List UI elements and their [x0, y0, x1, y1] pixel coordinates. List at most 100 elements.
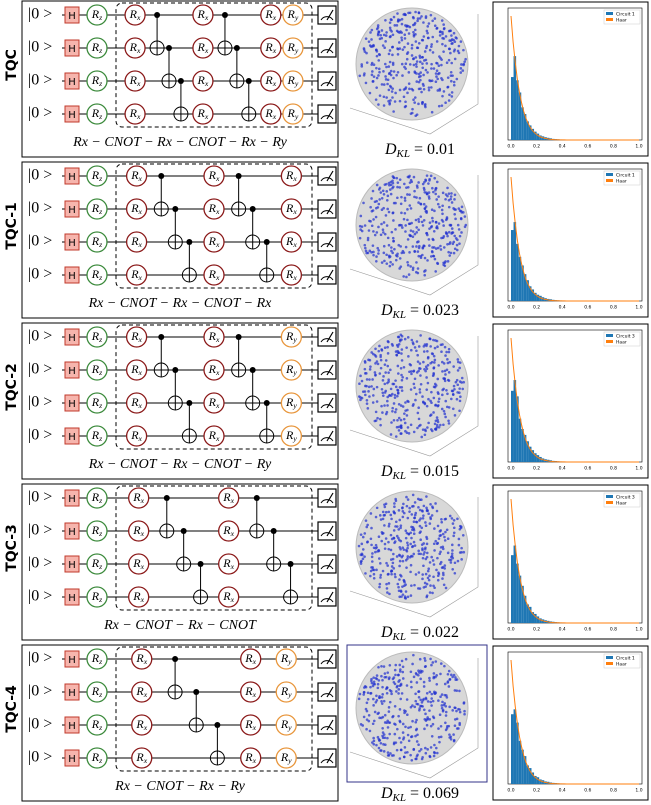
sample-point — [442, 423, 445, 427]
sample-point — [389, 18, 393, 21]
sample-point — [391, 561, 395, 565]
sample-point — [429, 345, 432, 348]
sample-point — [423, 190, 427, 194]
rotation-gate — [280, 264, 303, 286]
sample-point — [429, 502, 432, 506]
sample-point — [391, 63, 395, 66]
sample-point — [449, 197, 452, 201]
gate-label: Ry — [285, 362, 297, 377]
sample-point — [414, 218, 418, 222]
subscript: x — [140, 496, 145, 505]
sample-point — [441, 236, 445, 240]
x-tick-label: 0.6 — [584, 788, 591, 794]
sample-point — [377, 711, 380, 715]
sample-point — [456, 391, 459, 394]
sample-point — [398, 47, 402, 50]
sample-point — [416, 411, 420, 415]
sample-point — [372, 63, 376, 67]
sample-point — [388, 721, 392, 724]
sample-point — [421, 548, 424, 552]
histogram-bar — [536, 294, 540, 301]
subscript: z — [98, 240, 102, 249]
histogram-bar — [528, 768, 532, 784]
sample-point — [431, 216, 434, 220]
sample-point — [388, 49, 392, 52]
sample-point — [447, 29, 451, 33]
sample-point — [458, 234, 462, 238]
sample-point — [407, 11, 410, 15]
sample-point — [426, 426, 429, 429]
sample-point — [444, 704, 448, 708]
ket: |0 > — [28, 233, 52, 250]
symbol: R — [91, 40, 100, 54]
histogram-bar — [526, 765, 529, 784]
sample-point — [386, 726, 390, 729]
sample-point — [410, 221, 413, 225]
sample-point — [442, 23, 445, 26]
sample-point — [359, 214, 363, 218]
sample-point — [450, 79, 453, 83]
rotation-gate — [282, 70, 304, 92]
sample-point — [427, 512, 430, 516]
sample-point — [374, 546, 377, 550]
sample-point — [419, 78, 422, 82]
x-tick-label: 0.4 — [559, 788, 566, 794]
sample-point — [390, 569, 394, 573]
sample-point — [393, 502, 396, 505]
sample-point — [440, 704, 444, 707]
sample-point — [429, 13, 433, 17]
sample-point — [380, 664, 383, 668]
sample-point — [450, 517, 454, 520]
sample-point — [444, 530, 447, 534]
circuit-box — [21, 161, 339, 319]
sample-point — [391, 45, 395, 49]
sample-point — [419, 87, 422, 90]
sample-point — [446, 551, 450, 555]
symbol: R — [287, 7, 296, 21]
symbol: R — [135, 684, 144, 698]
histogram-bar — [511, 230, 514, 301]
sample-point — [419, 256, 423, 259]
sample-point — [451, 567, 455, 571]
axis-frame — [349, 497, 479, 618]
symbol: R — [91, 651, 100, 665]
sample-point — [447, 371, 451, 374]
sample-point — [447, 250, 450, 254]
sample-point — [418, 388, 422, 391]
sample-point — [392, 402, 396, 405]
sample-point — [406, 595, 410, 599]
meter-arc — [320, 726, 334, 731]
sample-point — [401, 375, 404, 379]
sample-point — [406, 750, 409, 754]
gate-label: Rx — [285, 168, 297, 183]
sample-point — [380, 222, 383, 226]
ket: |0 > — [28, 588, 52, 605]
histogram-bar — [521, 585, 524, 623]
histogram-bar — [536, 777, 540, 784]
sample-point — [389, 99, 392, 102]
sample-point — [418, 196, 422, 200]
histogram-bar — [513, 222, 517, 301]
sample-point — [433, 209, 436, 213]
sample-point — [433, 257, 437, 261]
sample-point — [383, 547, 387, 550]
sample-point — [409, 207, 413, 210]
subscript: x — [140, 529, 145, 538]
sample-point — [440, 706, 444, 710]
sample-point — [429, 517, 433, 521]
rotation-gate — [218, 520, 240, 542]
sample-point — [366, 407, 370, 410]
sample-point — [396, 70, 400, 74]
gate-label: Rx — [130, 267, 142, 282]
sample-point — [389, 548, 393, 552]
sample-point — [439, 695, 442, 699]
histogram-bar — [528, 125, 532, 140]
sample-point — [439, 30, 442, 33]
sample-point — [374, 676, 378, 680]
sample-point — [360, 379, 364, 383]
gate-label: Rx — [130, 201, 142, 216]
rotation-gate — [240, 648, 262, 670]
sample-point — [408, 193, 411, 196]
symbol: R — [129, 7, 138, 21]
dkl-label: DKL = 0.023 — [380, 302, 459, 321]
